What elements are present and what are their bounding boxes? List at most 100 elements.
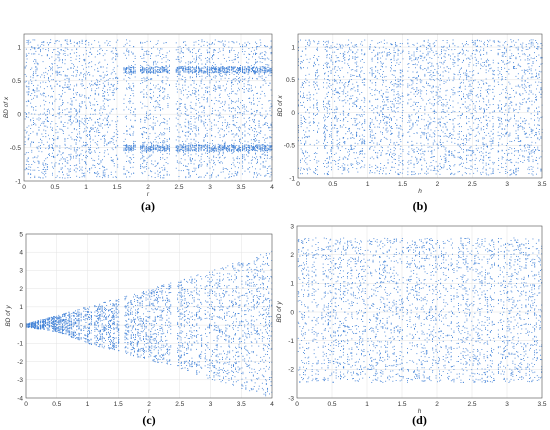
data-point <box>300 122 302 123</box>
data-point <box>207 72 208 74</box>
data-point <box>185 148 187 150</box>
data-point <box>201 70 203 72</box>
data-point <box>164 70 166 72</box>
data-point <box>318 75 320 77</box>
data-point <box>237 54 239 56</box>
data-point <box>206 149 208 151</box>
data-point <box>81 169 83 171</box>
data-point <box>58 106 60 108</box>
data-point <box>303 92 304 94</box>
data-point <box>107 42 109 44</box>
data-point <box>110 174 112 175</box>
data-point <box>126 130 128 132</box>
data-point <box>89 152 91 154</box>
data-point <box>103 169 105 171</box>
data-point <box>126 149 128 151</box>
data-point <box>103 91 105 93</box>
data-point <box>89 169 91 171</box>
data-point <box>27 139 29 141</box>
data-point <box>326 45 328 47</box>
data-point <box>268 85 270 86</box>
data-point <box>166 120 168 122</box>
data-point <box>141 133 143 134</box>
data-point <box>326 108 328 110</box>
data-point <box>81 149 83 151</box>
data-point <box>268 166 270 168</box>
data-point <box>249 134 251 136</box>
data-point <box>73 52 75 54</box>
data-point <box>298 113 299 115</box>
data-point <box>76 129 78 131</box>
data-point <box>195 69 197 71</box>
data-point <box>157 72 159 73</box>
data-point <box>193 167 195 169</box>
data-point <box>129 145 131 146</box>
data-point <box>255 140 256 142</box>
data-point <box>148 167 150 169</box>
data-point <box>185 111 187 112</box>
data-point <box>258 146 260 148</box>
data-point <box>184 154 186 155</box>
data-point <box>144 148 146 149</box>
data-point <box>317 132 318 133</box>
data-point <box>229 93 231 95</box>
data-point <box>144 80 146 82</box>
data-point <box>232 162 234 164</box>
data-point <box>153 62 154 64</box>
data-point <box>141 146 143 148</box>
data-point <box>233 164 235 166</box>
data-point <box>59 151 61 153</box>
data-point <box>99 109 101 111</box>
data-point <box>100 160 102 162</box>
data-point <box>103 98 105 99</box>
data-point <box>213 148 215 149</box>
data-point <box>58 57 60 59</box>
data-point <box>224 168 226 169</box>
data-point <box>192 158 193 160</box>
data-point <box>180 60 182 62</box>
data-point <box>54 43 56 44</box>
data-point <box>212 42 213 43</box>
data-point <box>324 73 325 75</box>
data-point <box>237 112 239 114</box>
data-point <box>224 147 226 149</box>
data-point <box>208 58 210 60</box>
data-point <box>27 152 29 153</box>
data-point <box>55 129 57 131</box>
data-point <box>150 72 151 74</box>
data-point <box>124 44 126 46</box>
data-point <box>42 164 44 165</box>
data-point <box>184 144 186 146</box>
data-point <box>56 145 58 147</box>
data-point <box>112 136 114 138</box>
data-point <box>218 144 220 146</box>
data-point <box>164 67 166 69</box>
data-point <box>233 124 235 126</box>
data-point <box>300 114 302 116</box>
data-point <box>247 66 249 68</box>
data-point <box>128 108 130 110</box>
data-point <box>226 67 227 68</box>
data-point <box>329 80 331 82</box>
data-point <box>102 66 104 68</box>
data-point <box>213 69 215 71</box>
data-point <box>165 76 167 78</box>
data-point <box>179 61 181 63</box>
data-point <box>34 47 36 49</box>
data-point <box>165 144 167 146</box>
data-point <box>148 148 150 150</box>
data-point <box>132 67 134 68</box>
data-point <box>258 144 260 146</box>
data-point <box>239 158 240 160</box>
data-point <box>327 100 329 102</box>
data-point <box>126 106 127 108</box>
data-point <box>109 45 111 46</box>
data-point <box>81 39 83 41</box>
data-point <box>42 136 44 137</box>
data-point <box>246 121 247 123</box>
data-point <box>323 40 324 42</box>
data-point <box>247 168 249 170</box>
data-point <box>324 124 325 126</box>
data-point <box>187 145 189 147</box>
data-point <box>148 51 150 53</box>
